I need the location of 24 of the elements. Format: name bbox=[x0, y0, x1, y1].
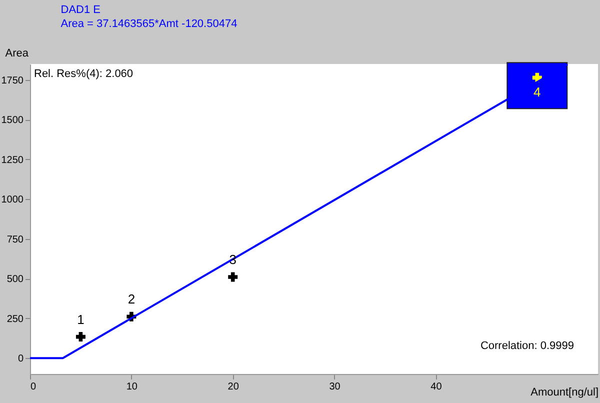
y-tick-label: 1500 bbox=[1, 115, 24, 126]
x-axis-title: Amount[ng/ul] bbox=[530, 386, 598, 398]
x-tick-label: 40 bbox=[430, 382, 442, 392]
y-tick-label: 1000 bbox=[1, 194, 24, 206]
annotation: 4 bbox=[534, 84, 541, 100]
point bbox=[228, 272, 238, 282]
annotation: Correlation: 0.9999 bbox=[480, 340, 574, 352]
x-tick-label: 30 bbox=[329, 382, 341, 392]
x-tick-label: 0 bbox=[30, 382, 36, 392]
annotation: 1 bbox=[77, 312, 84, 327]
annotation: 2 bbox=[128, 292, 136, 307]
y-tick-label: 750 bbox=[6, 234, 24, 246]
y-tick-label: 0 bbox=[18, 354, 24, 365]
annotation: Rel. Res%(4): 2.060 bbox=[34, 68, 134, 80]
y-axis-title: Area bbox=[5, 48, 30, 60]
chart-title: DAD1 E bbox=[60, 4, 101, 16]
y-tick-label: 1750 bbox=[1, 75, 24, 86]
y-tick-label: 250 bbox=[6, 314, 24, 325]
y-tick-label: 1250 bbox=[1, 154, 24, 166]
y-tick-label: 500 bbox=[6, 274, 24, 286]
x-tick-label: 10 bbox=[126, 382, 138, 392]
chart-subtitle: Area = 37.1463565*Amt -120.50474 bbox=[60, 18, 238, 30]
x-tick-label: 20 bbox=[228, 382, 240, 392]
point bbox=[76, 332, 86, 342]
